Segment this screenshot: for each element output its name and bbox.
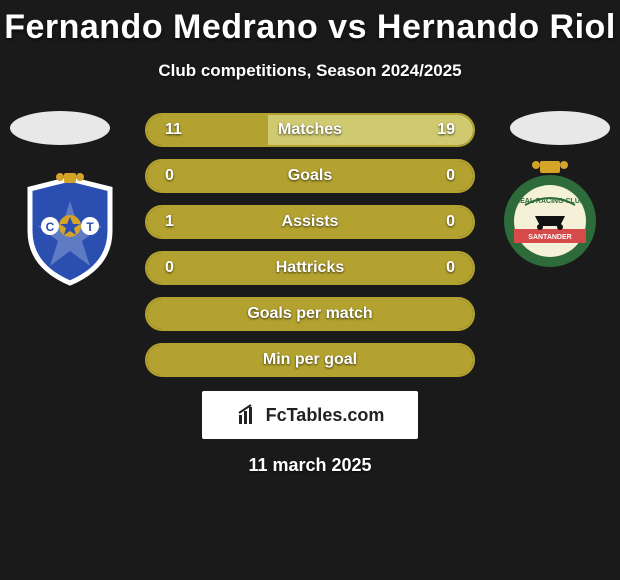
page-title: Fernando Medrano vs Hernando Riol [0, 0, 620, 47]
stat-overlay: 1Assists0 [147, 207, 473, 237]
stat-bar-min-per-goal: Min per goal [145, 343, 475, 377]
fctables-logo[interactable]: FcTables.com [202, 391, 418, 439]
stat-bar-hattricks: 0Hattricks0 [145, 251, 475, 285]
player-right-photo-placeholder [510, 111, 610, 145]
player-left-club-crest: C T [20, 171, 120, 286]
stat-overlay: Min per goal [147, 345, 473, 375]
svg-text:T: T [86, 220, 94, 234]
stat-bars: 11Matches19 0Goals0 1Assists0 0Hattricks0 Go… [145, 111, 475, 377]
stat-overlay: 0Hattricks0 [147, 253, 473, 283]
stat-bar-goals: 0Goals0 [145, 159, 475, 193]
snapshot-date: 11 march 2025 [0, 455, 620, 476]
svg-text:REAL RACING CLUB: REAL RACING CLUB [515, 198, 585, 205]
comparison-stage: C T REAL RACING CLUB SANTANDER 11Matches… [0, 111, 620, 377]
stat-bar-matches: 11Matches19 [145, 113, 475, 147]
stat-label: Assists [147, 213, 473, 231]
stat-label: Goals per match [147, 305, 473, 323]
stat-overlay: 11Matches19 [147, 115, 473, 145]
player-right-club-crest: REAL RACING CLUB SANTANDER [500, 161, 600, 276]
stat-overlay: 0Goals0 [147, 161, 473, 191]
player-left-photo-placeholder [10, 111, 110, 145]
fctables-logo-text: FcTables.com [266, 405, 385, 426]
svg-text:SANTANDER: SANTANDER [528, 234, 571, 241]
stat-label: Goals [147, 167, 473, 185]
stat-label: Min per goal [147, 351, 473, 369]
stat-label: Matches [147, 121, 473, 139]
svg-text:C: C [46, 220, 55, 234]
stat-bar-assists: 1Assists0 [145, 205, 475, 239]
stat-bar-goals-per-match: Goals per match [145, 297, 475, 331]
stat-label: Hattricks [147, 259, 473, 277]
page-subtitle: Club competitions, Season 2024/2025 [0, 61, 620, 81]
stat-overlay: Goals per match [147, 299, 473, 329]
